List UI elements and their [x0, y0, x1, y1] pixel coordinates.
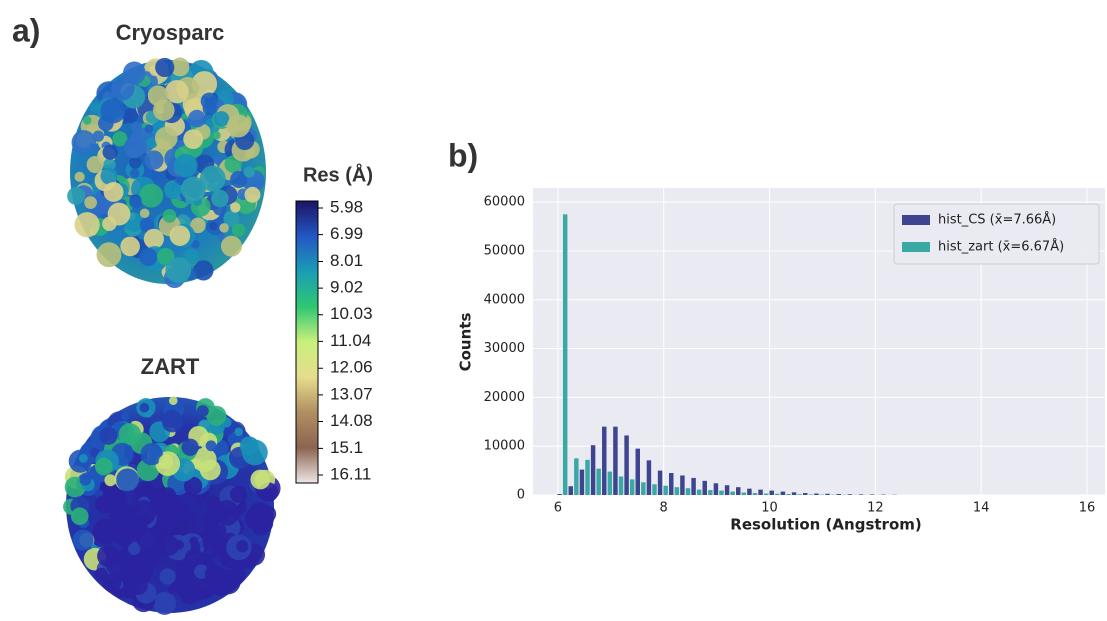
- bar: [714, 483, 718, 495]
- bar: [848, 494, 852, 495]
- bar: [619, 476, 623, 495]
- bar: [608, 472, 612, 495]
- colorbar-label: Res (Å): [303, 162, 373, 186]
- bar: [708, 490, 712, 495]
- bar: [569, 486, 573, 495]
- colorbar-tick-label: 6.99: [330, 224, 363, 243]
- colorbar-tick-label: 13.07: [330, 384, 373, 403]
- y-tick-label: 50000: [484, 243, 525, 258]
- colorbar-tick-label: 14.08: [330, 411, 373, 430]
- bar: [675, 487, 679, 495]
- bar: [775, 494, 779, 495]
- bar: [742, 493, 746, 495]
- colorbar-tick-label: 15.1: [330, 438, 363, 457]
- y-axis-label: Counts: [457, 313, 475, 372]
- bar: [591, 445, 595, 495]
- bar: [602, 427, 606, 495]
- bar: [703, 481, 707, 495]
- bar: [825, 494, 829, 495]
- colorbar-tick-label: 11.04: [330, 331, 371, 350]
- bar: [641, 482, 645, 495]
- bar: [797, 494, 801, 495]
- bar: [803, 493, 807, 495]
- bar: [786, 494, 790, 495]
- map-title: ZART: [141, 354, 200, 379]
- y-tick-label: 40000: [484, 292, 525, 307]
- colorbar-tick-label: 16.11: [330, 464, 371, 483]
- bar: [585, 460, 589, 495]
- legend-swatch: [902, 242, 930, 252]
- x-tick-label: 10: [761, 501, 778, 516]
- colorbar-tick-label: 5.98: [330, 197, 363, 216]
- bar: [652, 484, 656, 495]
- bar: [613, 427, 617, 495]
- bar: [636, 449, 640, 495]
- legend-label: hist_CS (x̄=7.66Å): [938, 212, 1056, 228]
- x-axis-label: Resolution (Angstrom): [730, 516, 921, 534]
- density-map: [67, 58, 266, 288]
- bar: [719, 491, 723, 495]
- bar: [758, 490, 762, 495]
- bar: [574, 458, 578, 495]
- bar: [697, 490, 701, 495]
- colorbar-tick-label: 9.02: [330, 278, 363, 297]
- figure: a) Cryosparc ZART Res (Å) 5.98 6.99 8.01 9.…: [0, 0, 1107, 621]
- legend-swatch: [902, 215, 930, 225]
- legend-label: hist_zart (x̄=6.67Å): [938, 239, 1064, 255]
- bar: [663, 486, 667, 495]
- bar: [557, 494, 561, 495]
- x-tick-label: 16: [1079, 501, 1096, 516]
- y-tick-label: 0: [517, 488, 525, 503]
- x-tick-label: 14: [973, 501, 990, 516]
- legend: hist_CS (x̄=7.66Å) hist_zart (x̄=6.67Å): [894, 204, 1099, 264]
- bar: [764, 494, 768, 495]
- bar: [691, 478, 695, 495]
- y-tick-label: 30000: [484, 341, 525, 356]
- bar: [859, 494, 863, 495]
- bar: [814, 494, 818, 495]
- map-title: Cryosparc: [116, 20, 225, 45]
- bar: [596, 469, 600, 495]
- panel-label: a): [12, 12, 40, 48]
- bar: [736, 487, 740, 495]
- bar: [781, 492, 785, 495]
- bar: [563, 214, 567, 495]
- bar: [725, 485, 729, 495]
- bar: [747, 489, 751, 495]
- y-tick-label: 10000: [484, 439, 525, 454]
- x-tick-label: 12: [867, 501, 884, 516]
- colorbar-tick-label: 10.03: [330, 304, 373, 323]
- bar: [647, 460, 651, 495]
- bar: [630, 479, 634, 495]
- colorbar-tick-label: 8.01: [330, 251, 363, 270]
- y-tick-label: 60000: [484, 195, 525, 210]
- x-tick-label: 6: [554, 501, 562, 516]
- bar: [792, 492, 796, 495]
- bar: [680, 475, 684, 495]
- panel-label: b): [448, 137, 478, 173]
- colorbar: [296, 201, 318, 483]
- bar: [658, 471, 662, 495]
- density-map: [63, 396, 281, 615]
- bar: [580, 470, 584, 495]
- bar: [836, 494, 840, 495]
- bar: [770, 491, 774, 495]
- colorbar-tick-label: 12.06: [330, 358, 373, 377]
- x-tick-label: 8: [660, 501, 668, 516]
- bar: [730, 492, 734, 495]
- y-tick-label: 20000: [484, 390, 525, 405]
- bar: [753, 493, 757, 495]
- bar: [624, 435, 628, 495]
- bar: [669, 473, 673, 495]
- bar: [686, 488, 690, 495]
